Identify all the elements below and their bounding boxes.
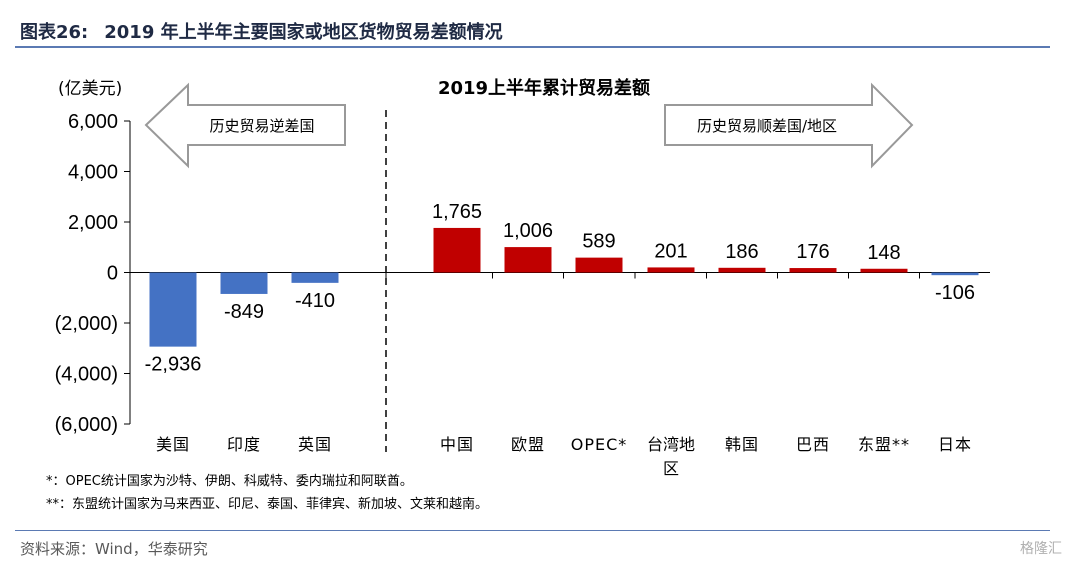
y-tick-label: 6,000 — [68, 111, 118, 133]
bar-1 — [149, 272, 197, 347]
data-label: 589 — [582, 231, 615, 253]
category-label: 巴西 — [796, 435, 830, 454]
data-label: -410 — [295, 290, 335, 312]
trade-balance-chart: 6,000 4,000 2,000 0 (2,000) (4,000) (6,000) (亿美… — [55, 77, 990, 478]
right-arrow-label: 历史贸易顺差国/地区 — [697, 117, 837, 135]
top-rule — [15, 46, 1050, 48]
bottom-rule — [15, 530, 1050, 531]
y-tick-label: 2,000 — [68, 212, 118, 234]
category-label: 台湾地区 — [647, 435, 695, 478]
note-opec: *：OPEC统计国家为沙特、伊朗、科威特、委内瑞拉和阿联酋。 — [46, 474, 413, 489]
data-label: 201 — [654, 240, 687, 262]
bar-10 — [860, 268, 908, 273]
chart-title: 2019上半年累计贸易差额 — [438, 77, 650, 99]
figure-number: 图表26: — [20, 22, 89, 43]
figure-title-text: 2019 年上半年主要国家或地区货物贸易差额情况 — [104, 22, 503, 43]
category-label: 中国 — [440, 435, 474, 454]
bar-8 — [718, 267, 766, 273]
data-label: -2,936 — [145, 354, 202, 376]
data-label: 176 — [796, 241, 829, 263]
y-tick-label: 4,000 — [68, 162, 118, 184]
right-arrow-shape — [664, 82, 914, 169]
bar-4 — [433, 227, 481, 273]
labels-layer: -2,936 -849 -410 1,765 1,006 589 201 186 176 148 -… — [145, 201, 975, 478]
data-label: 1,006 — [503, 220, 553, 242]
data-label: 148 — [867, 242, 900, 264]
category-label: 美国 — [156, 435, 190, 454]
left-arrow-shape — [144, 82, 346, 169]
y-tick-label: 0 — [107, 263, 118, 285]
watermark: 格隆汇 — [1020, 541, 1062, 557]
category-label: OPEC* — [571, 435, 628, 454]
data-label: 1,765 — [432, 201, 482, 223]
axis-layer: 6,000 4,000 2,000 0 (2,000) (4,000) (6,000) (亿美… — [55, 79, 990, 452]
bar-3 — [291, 272, 339, 283]
y-axis-unit-label: (亿美元) — [58, 79, 122, 99]
y-tick-label: (2,000) — [55, 313, 118, 335]
figure-title: 图表26: 2019 年上半年主要国家或地区货物贸易差额情况 — [20, 18, 503, 44]
bars-layer — [149, 227, 979, 347]
category-label: 欧盟 — [511, 435, 545, 454]
note-asean: **：东盟统计国家为马来西亚、印尼、泰国、菲律宾、新加坡、文莱和越南。 — [46, 497, 489, 512]
bar-7 — [647, 267, 695, 273]
bar-5 — [504, 247, 552, 273]
data-label: -106 — [935, 282, 975, 304]
source-text: 资料来源：Wind，华泰研究 — [20, 540, 208, 558]
data-label: 186 — [725, 241, 758, 263]
y-tick-label: (4,000) — [55, 364, 118, 386]
bar-9 — [789, 268, 837, 273]
left-arrow-label: 历史贸易逆差国 — [209, 117, 314, 135]
bar-11 — [931, 272, 979, 276]
bar-6 — [575, 257, 623, 273]
category-label: 印度 — [227, 435, 261, 454]
category-label: 英国 — [298, 435, 332, 454]
category-label: 东盟** — [858, 435, 910, 454]
bar-2 — [220, 272, 268, 294]
category-label: 日本 — [938, 435, 972, 454]
data-label: -849 — [224, 301, 264, 323]
y-tick-label: (6,000) — [55, 414, 118, 436]
category-label: 韩国 — [725, 435, 759, 454]
